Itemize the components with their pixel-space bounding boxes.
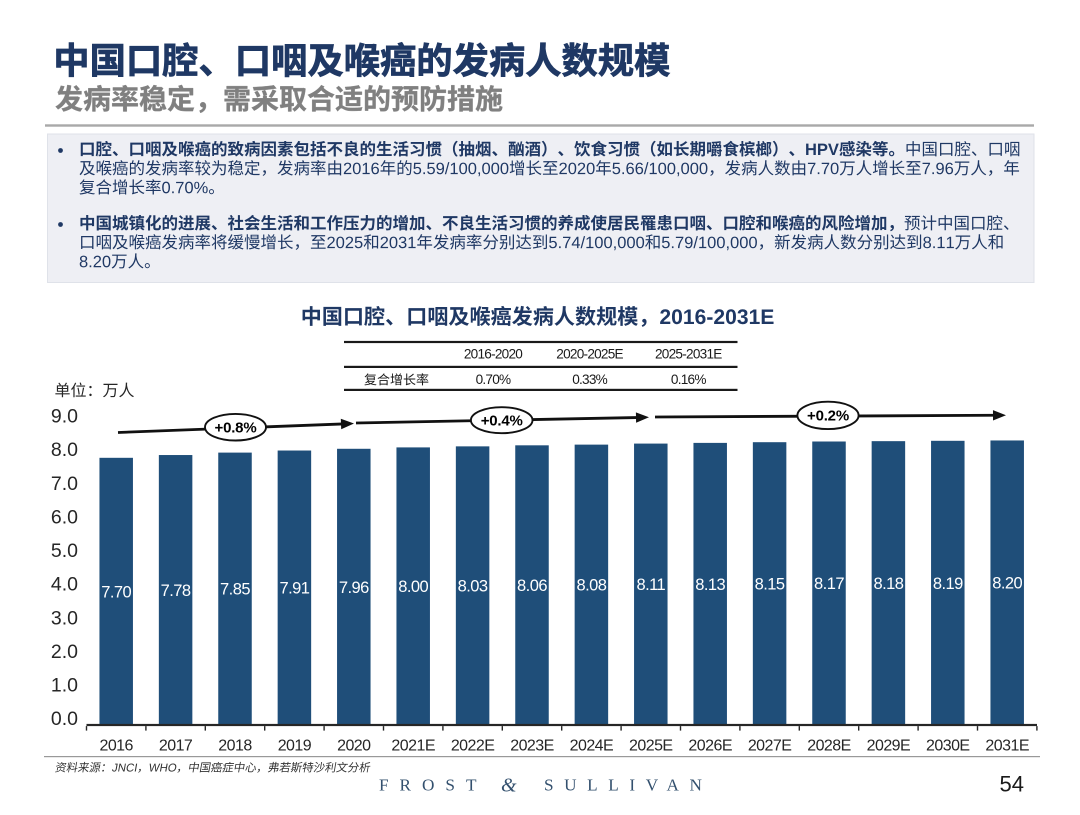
svg-text:7.96: 7.96	[339, 579, 369, 597]
svg-text:2031E: 2031E	[985, 737, 1029, 754]
svg-text:2019: 2019	[278, 737, 312, 754]
svg-text:1.0: 1.0	[51, 675, 78, 697]
svg-text:7.85: 7.85	[220, 581, 250, 599]
svg-text:7.91: 7.91	[279, 580, 309, 598]
svg-text:2020-2025E: 2020-2025E	[556, 347, 623, 362]
svg-text:+0.2%: +0.2%	[807, 408, 849, 425]
svg-text:0.16%: 0.16%	[671, 372, 706, 387]
svg-text:0.33%: 0.33%	[572, 372, 607, 387]
svg-text:5.0: 5.0	[51, 540, 78, 562]
svg-text:2027E: 2027E	[748, 737, 792, 754]
svg-text:6.0: 6.0	[51, 506, 78, 528]
svg-text:8.13: 8.13	[695, 576, 725, 594]
svg-text:8.20: 8.20	[992, 575, 1022, 593]
svg-text:SULLIVAN: SULLIVAN	[544, 776, 713, 795]
svg-text:2024E: 2024E	[570, 737, 614, 754]
svg-text:4.0: 4.0	[51, 574, 78, 596]
svg-text:8.19: 8.19	[933, 575, 963, 593]
svg-text:2016-2020: 2016-2020	[464, 347, 523, 362]
svg-text:2020: 2020	[337, 737, 371, 754]
svg-text:2022E: 2022E	[451, 737, 495, 754]
svg-text:7.70: 7.70	[101, 583, 131, 601]
svg-text:+0.4%: +0.4%	[481, 413, 523, 430]
svg-text:3.0: 3.0	[51, 607, 78, 629]
svg-text:8.11: 8.11	[636, 576, 665, 594]
svg-text:2.0: 2.0	[51, 641, 78, 663]
svg-text:+0.8%: +0.8%	[215, 420, 257, 437]
svg-text:0.0: 0.0	[51, 708, 78, 730]
svg-text:8.17: 8.17	[814, 575, 844, 593]
svg-text:2016: 2016	[99, 737, 133, 754]
svg-text:8.08: 8.08	[576, 577, 606, 595]
svg-text:&: &	[501, 775, 517, 797]
svg-text:8.15: 8.15	[755, 575, 785, 593]
svg-text:8.00: 8.00	[398, 578, 428, 596]
svg-text:2021E: 2021E	[391, 737, 435, 754]
svg-text:2030E: 2030E	[926, 737, 970, 754]
svg-text:2026E: 2026E	[688, 737, 732, 754]
svg-text:7.78: 7.78	[161, 582, 191, 600]
svg-text:2029E: 2029E	[867, 737, 911, 754]
svg-text:0.70%: 0.70%	[476, 372, 511, 387]
svg-text:8.03: 8.03	[458, 578, 488, 596]
svg-text:8.0: 8.0	[51, 439, 78, 461]
svg-text:2028E: 2028E	[807, 737, 851, 754]
svg-text:2018: 2018	[218, 737, 252, 754]
svg-text:2017: 2017	[159, 737, 193, 754]
svg-text:9.0: 9.0	[51, 406, 78, 428]
svg-text:FROST: FROST	[379, 776, 488, 795]
svg-text:7.0: 7.0	[51, 473, 78, 495]
svg-text:2025-2031E: 2025-2031E	[655, 347, 722, 362]
svg-text:54: 54	[1000, 772, 1024, 797]
svg-text:2023E: 2023E	[510, 737, 554, 754]
svg-text:2025E: 2025E	[629, 737, 673, 754]
svg-text:8.06: 8.06	[517, 577, 547, 595]
svg-text:8.18: 8.18	[873, 575, 903, 593]
